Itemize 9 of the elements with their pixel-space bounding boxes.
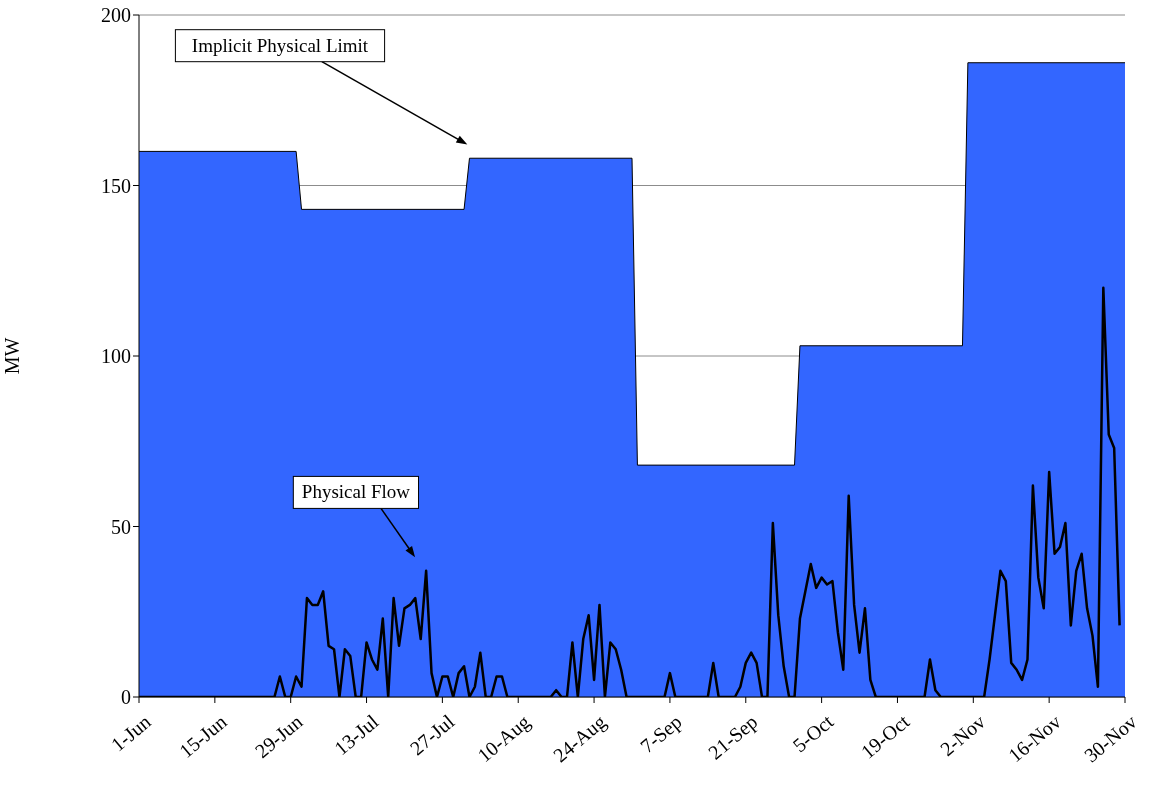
- annotation: Implicit Physical Limit: [191, 34, 369, 56]
- y-tick-label: 100: [101, 345, 131, 368]
- x-tick-label: 1-Jun: [106, 710, 155, 756]
- y-tick-label: 50: [111, 515, 131, 538]
- y-tick-label: 200: [101, 4, 131, 27]
- annotation: Physical Flow: [301, 481, 411, 503]
- y-tick-label: 0: [121, 686, 131, 709]
- y-tick-label: 150: [101, 174, 131, 197]
- y-axis-title: MW: [1, 337, 24, 375]
